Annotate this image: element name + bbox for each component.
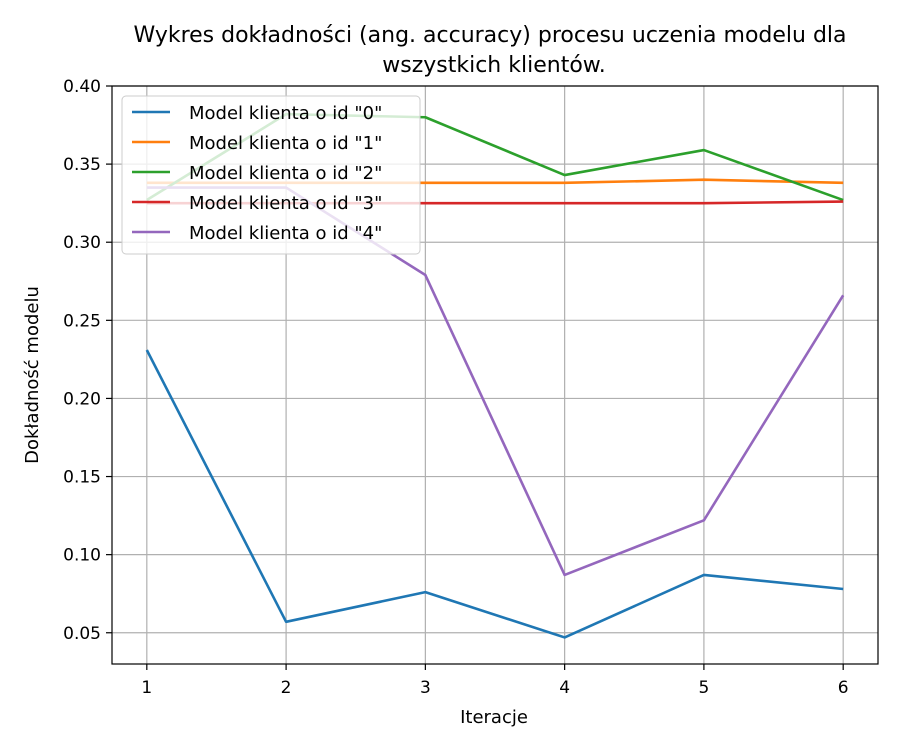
y-tick-label: 0.35 [63,155,101,175]
legend-label-2: Model klienta o id "2" [189,163,382,184]
chart-title-line2: wszystkich klientów. [382,53,606,78]
plot-frame [111,85,879,665]
x-axis-label: Iteracje [460,707,528,728]
legend-label-0: Model klienta o id "0" [189,103,382,124]
legend-box [121,95,421,255]
y-tick-label: 0.20 [63,389,101,409]
x-tick-label: 5 [698,678,709,698]
axis-ticks: 1 2 3 4 5 6 0.05 0.10 0.15 0.20 0.25 0.30 0.35 0.40 [63,77,848,698]
legend-label-1: Model klienta o id "1" [189,133,382,154]
chart-title: Wykres dokładności (ang. accuracy) proce… [133,23,846,48]
y-tick-label: 0.15 [63,468,101,488]
y-tick-label: 0.30 [63,233,101,253]
legend: Model klienta o id "0" Model klienta o id… [121,95,421,255]
y-axis-label: Dokładność modelu [22,286,43,464]
series-line-0 [145,349,844,639]
x-tick-label: 3 [420,678,431,698]
y-tick-label: 0.10 [63,546,101,566]
x-tick-label: 2 [281,678,292,698]
legend-label-3: Model klienta o id "3" [189,193,382,214]
legend-label-4: Model klienta o id "4" [189,223,382,244]
y-tick-label: 0.05 [63,624,101,644]
x-tick-label: 4 [559,678,570,698]
x-tick-label: 1 [141,678,152,698]
y-tick-label: 0.40 [63,77,101,97]
x-tick-label: 6 [838,678,849,698]
y-tick-label: 0.25 [63,311,101,331]
